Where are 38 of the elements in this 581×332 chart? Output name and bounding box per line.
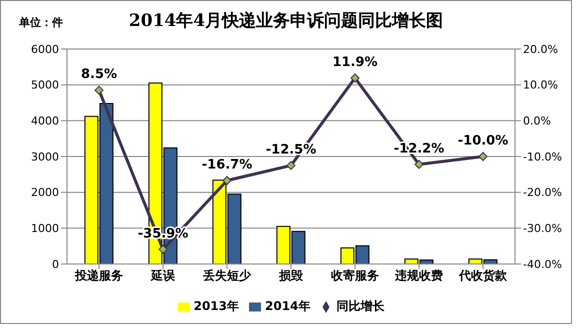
legend-label: 同比增长	[336, 299, 384, 313]
data-label: -35.9%	[138, 226, 188, 242]
legend-label: 2014年	[265, 299, 310, 313]
y-tick-label: 0	[52, 258, 59, 271]
y2-tick-label: -40.0%	[523, 258, 562, 271]
x-tick-label: 代收货款	[458, 268, 508, 283]
chart-title: 2014年4月快递业务申诉问题同比增长图	[128, 11, 444, 31]
x-tick-label: 收寄服务	[331, 268, 379, 283]
y2-tick-label: -20.0%	[523, 186, 562, 200]
data-label: 8.5%	[80, 67, 118, 82]
x-tick-label: 丢失短少	[202, 268, 252, 283]
x-tick-label: 违规收费	[394, 268, 443, 283]
y2-tick-label: -10.0%	[523, 150, 562, 164]
point	[222, 176, 232, 186]
y-tick-label: 4000	[31, 114, 59, 128]
y-tick-label: 1000	[31, 222, 59, 236]
x-tick-label: 投递服务	[74, 268, 123, 283]
x-tick-label: 损毁	[278, 268, 304, 283]
data-label: -10.0%	[458, 134, 508, 148]
y-tick-label: 6000	[31, 42, 59, 56]
y2-tick-label: 20.0%	[523, 42, 558, 56]
point	[286, 160, 296, 170]
point	[350, 74, 360, 83]
y2-tick-label: 10.0%	[523, 78, 558, 92]
point	[478, 152, 488, 161]
data-label: 11.9%	[332, 55, 378, 70]
y-tick-label: 3000	[31, 150, 59, 164]
text: 单位：件	[19, 15, 63, 30]
point	[94, 86, 104, 95]
point	[414, 160, 424, 169]
x-tick-label: 延误	[150, 268, 176, 283]
y2-tick-label: -30.0%	[523, 222, 562, 236]
y-tick-label: 2000	[31, 186, 59, 200]
legend-label: 2013年	[194, 299, 239, 313]
data-label: -16.7%	[202, 158, 252, 173]
point	[158, 244, 168, 254]
y2-tick-label: 0.0%	[523, 114, 551, 128]
y-tick-label: 5000	[31, 78, 59, 92]
